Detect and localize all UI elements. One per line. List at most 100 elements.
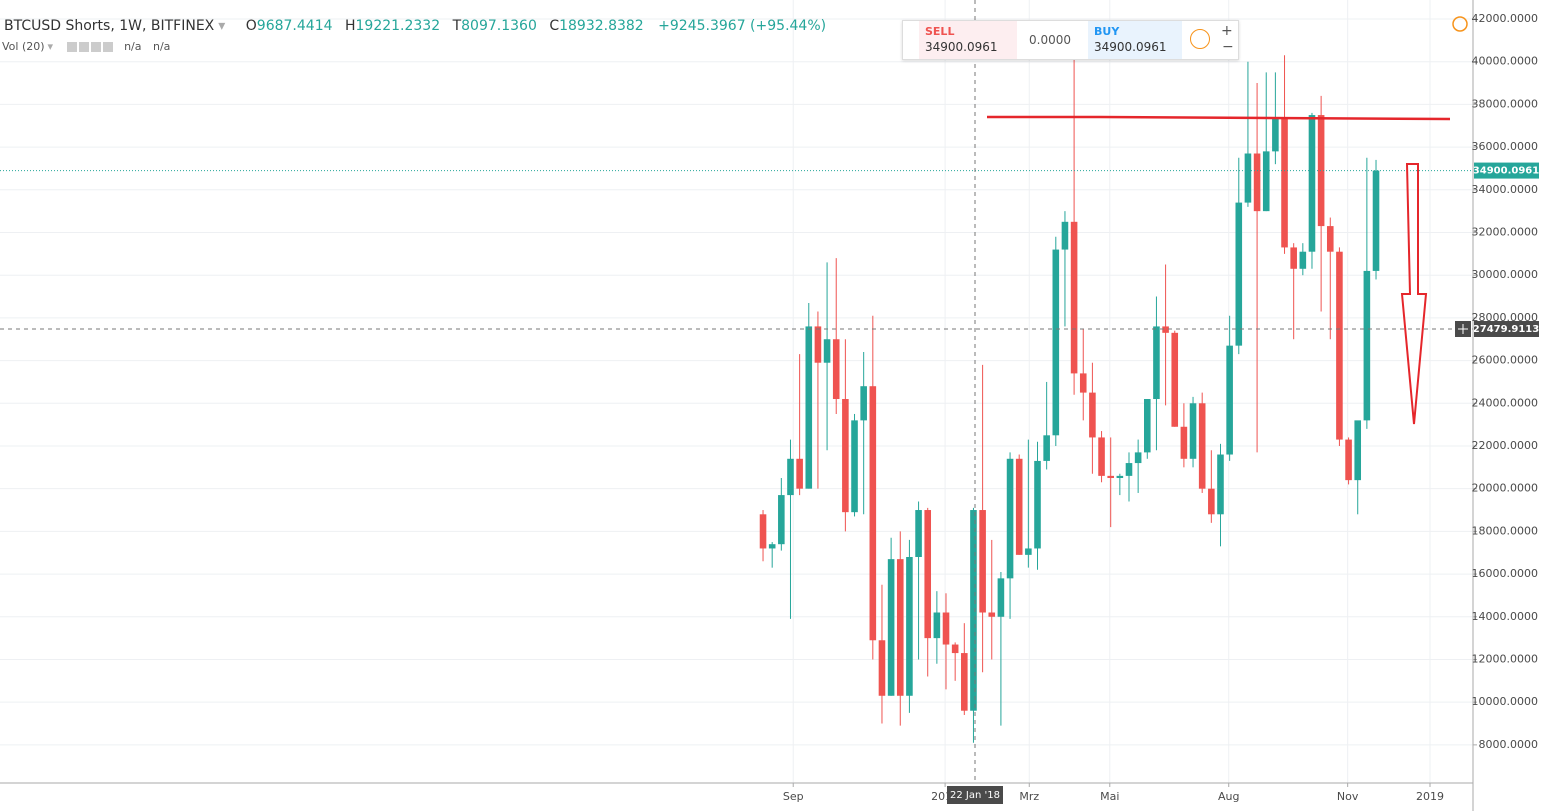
candle-body — [979, 510, 986, 613]
buy-price: 34900.0961 — [1094, 40, 1167, 54]
volume-ma: n/a — [153, 40, 171, 53]
candle-body — [942, 612, 950, 645]
candle-body — [1015, 458, 1023, 555]
candle-body — [1244, 153, 1252, 203]
candle-body — [1299, 251, 1307, 269]
candle-body — [832, 339, 840, 400]
y-tick-label: 38000.0000 — [1472, 97, 1538, 110]
y-tick-label: 30000.0000 — [1472, 268, 1538, 281]
x-tick-label: Aug — [1218, 790, 1239, 803]
candle-body — [814, 326, 822, 363]
candle-body — [1281, 117, 1288, 248]
candle-body — [878, 640, 886, 696]
volume-title[interactable]: Vol (20) — [2, 40, 45, 53]
icon[interactable] — [78, 42, 89, 52]
candle-body — [1052, 249, 1060, 436]
volume-value: n/a — [124, 40, 142, 53]
candles — [0, 55, 1473, 743]
info-icon[interactable] — [1190, 29, 1210, 49]
price-axis: 8000.0000 10000.0000 12000.0000 14000.0000 1… — [783, 12, 1539, 803]
candle-body — [887, 559, 895, 696]
candle-body — [1308, 115, 1316, 252]
x-tick-label: Sep — [783, 790, 804, 803]
crosshair-price-label: 27479.9113 — [1473, 324, 1539, 335]
buy-label: BUY — [1094, 25, 1120, 38]
candle-body — [915, 510, 922, 557]
minus-button[interactable]: − — [1222, 39, 1234, 55]
candle-body — [1134, 452, 1142, 464]
candle-body — [1272, 117, 1279, 152]
candle-body — [768, 544, 776, 549]
high-value: 19221.2332 — [355, 18, 441, 34]
y-tick-label: 32000.0000 — [1472, 225, 1538, 238]
y-tick-label: 22000.0000 — [1472, 439, 1538, 452]
x-tick-label: Mrz — [1019, 790, 1039, 803]
candle-body — [1336, 251, 1343, 440]
close-label: C — [549, 18, 560, 34]
y-tick-label: 24000.0000 — [1472, 396, 1538, 409]
candle-body — [1198, 403, 1206, 489]
candle-body — [1043, 435, 1050, 461]
y-tick-label: 42000.0000 — [1472, 12, 1538, 25]
candle-body — [1171, 332, 1179, 427]
candle-body — [896, 559, 904, 696]
alert-icon[interactable] — [1452, 16, 1468, 32]
sell-price: 34900.0961 — [925, 40, 998, 54]
y-tick-label: 16000.0000 — [1472, 567, 1538, 580]
candle-body — [1262, 151, 1270, 212]
candle-body — [1079, 373, 1087, 393]
candle-body — [1070, 221, 1078, 374]
candle-body — [1217, 454, 1224, 515]
candle-body — [1253, 153, 1261, 212]
candle-body — [1034, 460, 1041, 549]
plus-button[interactable]: + — [1221, 23, 1233, 39]
last-price-label: 34900.0961 — [1473, 166, 1539, 177]
y-tick-label: 20000.0000 — [1472, 482, 1538, 495]
icon[interactable] — [66, 42, 77, 52]
open-value: 9687.4414 — [256, 18, 333, 34]
candle-body — [933, 612, 941, 639]
volume-legend: Vol (20) ▾ n/a n/a — [2, 40, 171, 53]
candle-body — [1025, 548, 1032, 555]
candle-body — [1180, 426, 1188, 459]
candle-body — [759, 514, 767, 549]
candle-body — [787, 458, 794, 496]
candle-body — [1006, 458, 1014, 579]
candle-body — [1107, 475, 1114, 479]
open-label: O — [245, 18, 257, 34]
candle-body — [860, 386, 867, 421]
icon[interactable] — [90, 42, 101, 52]
y-tick-label: 40000.0000 — [1472, 55, 1538, 68]
candle-body — [1061, 221, 1069, 250]
symbol-title[interactable]: BTCUSD Shorts, 1W, BITFINEX — [4, 18, 215, 34]
candle-body — [1226, 345, 1233, 455]
candle-body — [1189, 403, 1197, 459]
x-tick-label: 2019 — [1416, 790, 1444, 803]
low-label: T — [452, 18, 462, 34]
candle-body — [1116, 475, 1124, 479]
candle-body — [1372, 170, 1380, 271]
y-tick-label: 18000.0000 — [1472, 524, 1538, 537]
drawn-resistance-line — [987, 115, 1451, 121]
candle-body — [951, 644, 959, 654]
legend-header: BTCUSD Shorts, 1W, BITFINEX ▾ O9687.4414 … — [4, 18, 827, 34]
x-tick-label: Mai — [1100, 790, 1119, 803]
y-tick-label: 26000.0000 — [1472, 354, 1538, 367]
candle-body — [869, 386, 877, 641]
trade-widget: SELL 34900.0961 0.0000 BUY 34900.0961 + … — [902, 20, 1239, 60]
candle-body — [988, 612, 996, 617]
candle-body — [1125, 463, 1133, 476]
candle-body — [1317, 115, 1325, 227]
candle-body — [997, 578, 1005, 617]
change-value: +9245.3967 (+95.44%) — [658, 18, 827, 34]
candle-body — [1098, 437, 1105, 476]
candle-body — [961, 653, 968, 711]
crosshair-date: 22 Jan '18 — [950, 790, 1000, 801]
candle-body — [1089, 392, 1096, 438]
icon[interactable] — [102, 42, 113, 52]
sell-button[interactable]: SELL 34900.0961 — [919, 21, 1017, 59]
candle-body — [1326, 226, 1334, 252]
candle-body — [823, 339, 831, 363]
buy-button[interactable]: BUY 34900.0961 — [1088, 21, 1182, 59]
